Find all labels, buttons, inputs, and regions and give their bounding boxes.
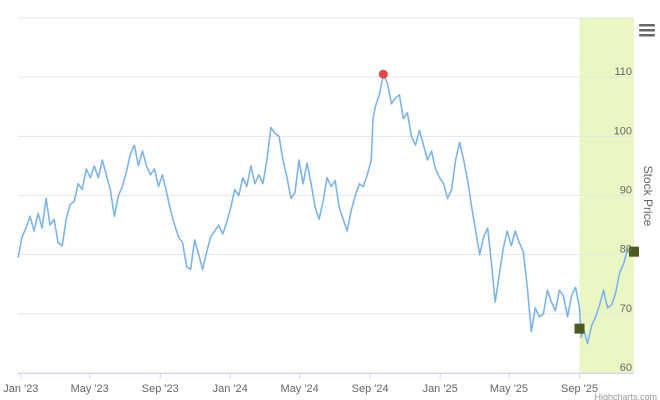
- highcharts-credit[interactable]: Highcharts.com: [594, 392, 657, 400]
- y-tick-label: 80: [620, 244, 632, 256]
- x-tick-label: Jan '24: [213, 383, 248, 395]
- y-tick-label: 90: [620, 185, 632, 197]
- x-axis-ticks: Jan '23 May '23 Sep '23 Jan '24 May '24 Sep '…: [3, 373, 598, 395]
- y-axis-ticks: 60 70 80 90 100 110: [614, 66, 632, 374]
- markers: [378, 69, 639, 334]
- y-tick-label: 60: [620, 362, 632, 374]
- hamburger-menu-icon: [639, 24, 655, 37]
- x-tick-label: Sep '25: [561, 383, 598, 395]
- y-tick-label: 100: [614, 125, 632, 137]
- y-tick-label: 70: [620, 303, 632, 315]
- y-axis-title: Stock Price: [641, 166, 655, 227]
- x-tick-label: Jan '23: [3, 383, 38, 395]
- chart-menu-button[interactable]: [634, 18, 658, 42]
- price-series: [17, 73, 633, 345]
- x-tick-label: May '25: [490, 383, 528, 395]
- square-marker: [629, 246, 639, 257]
- x-tick-label: Sep '23: [142, 383, 179, 395]
- x-tick-label: Jan '25: [423, 383, 458, 395]
- x-tick-label: May '24: [281, 383, 319, 395]
- peak-marker: [378, 69, 388, 79]
- x-tick-label: May '23: [71, 383, 109, 395]
- price-series-line: [17, 73, 633, 345]
- y-tick-label: 110: [614, 66, 632, 78]
- x-tick-label: Sep '24: [352, 383, 389, 395]
- square-marker: [574, 323, 585, 334]
